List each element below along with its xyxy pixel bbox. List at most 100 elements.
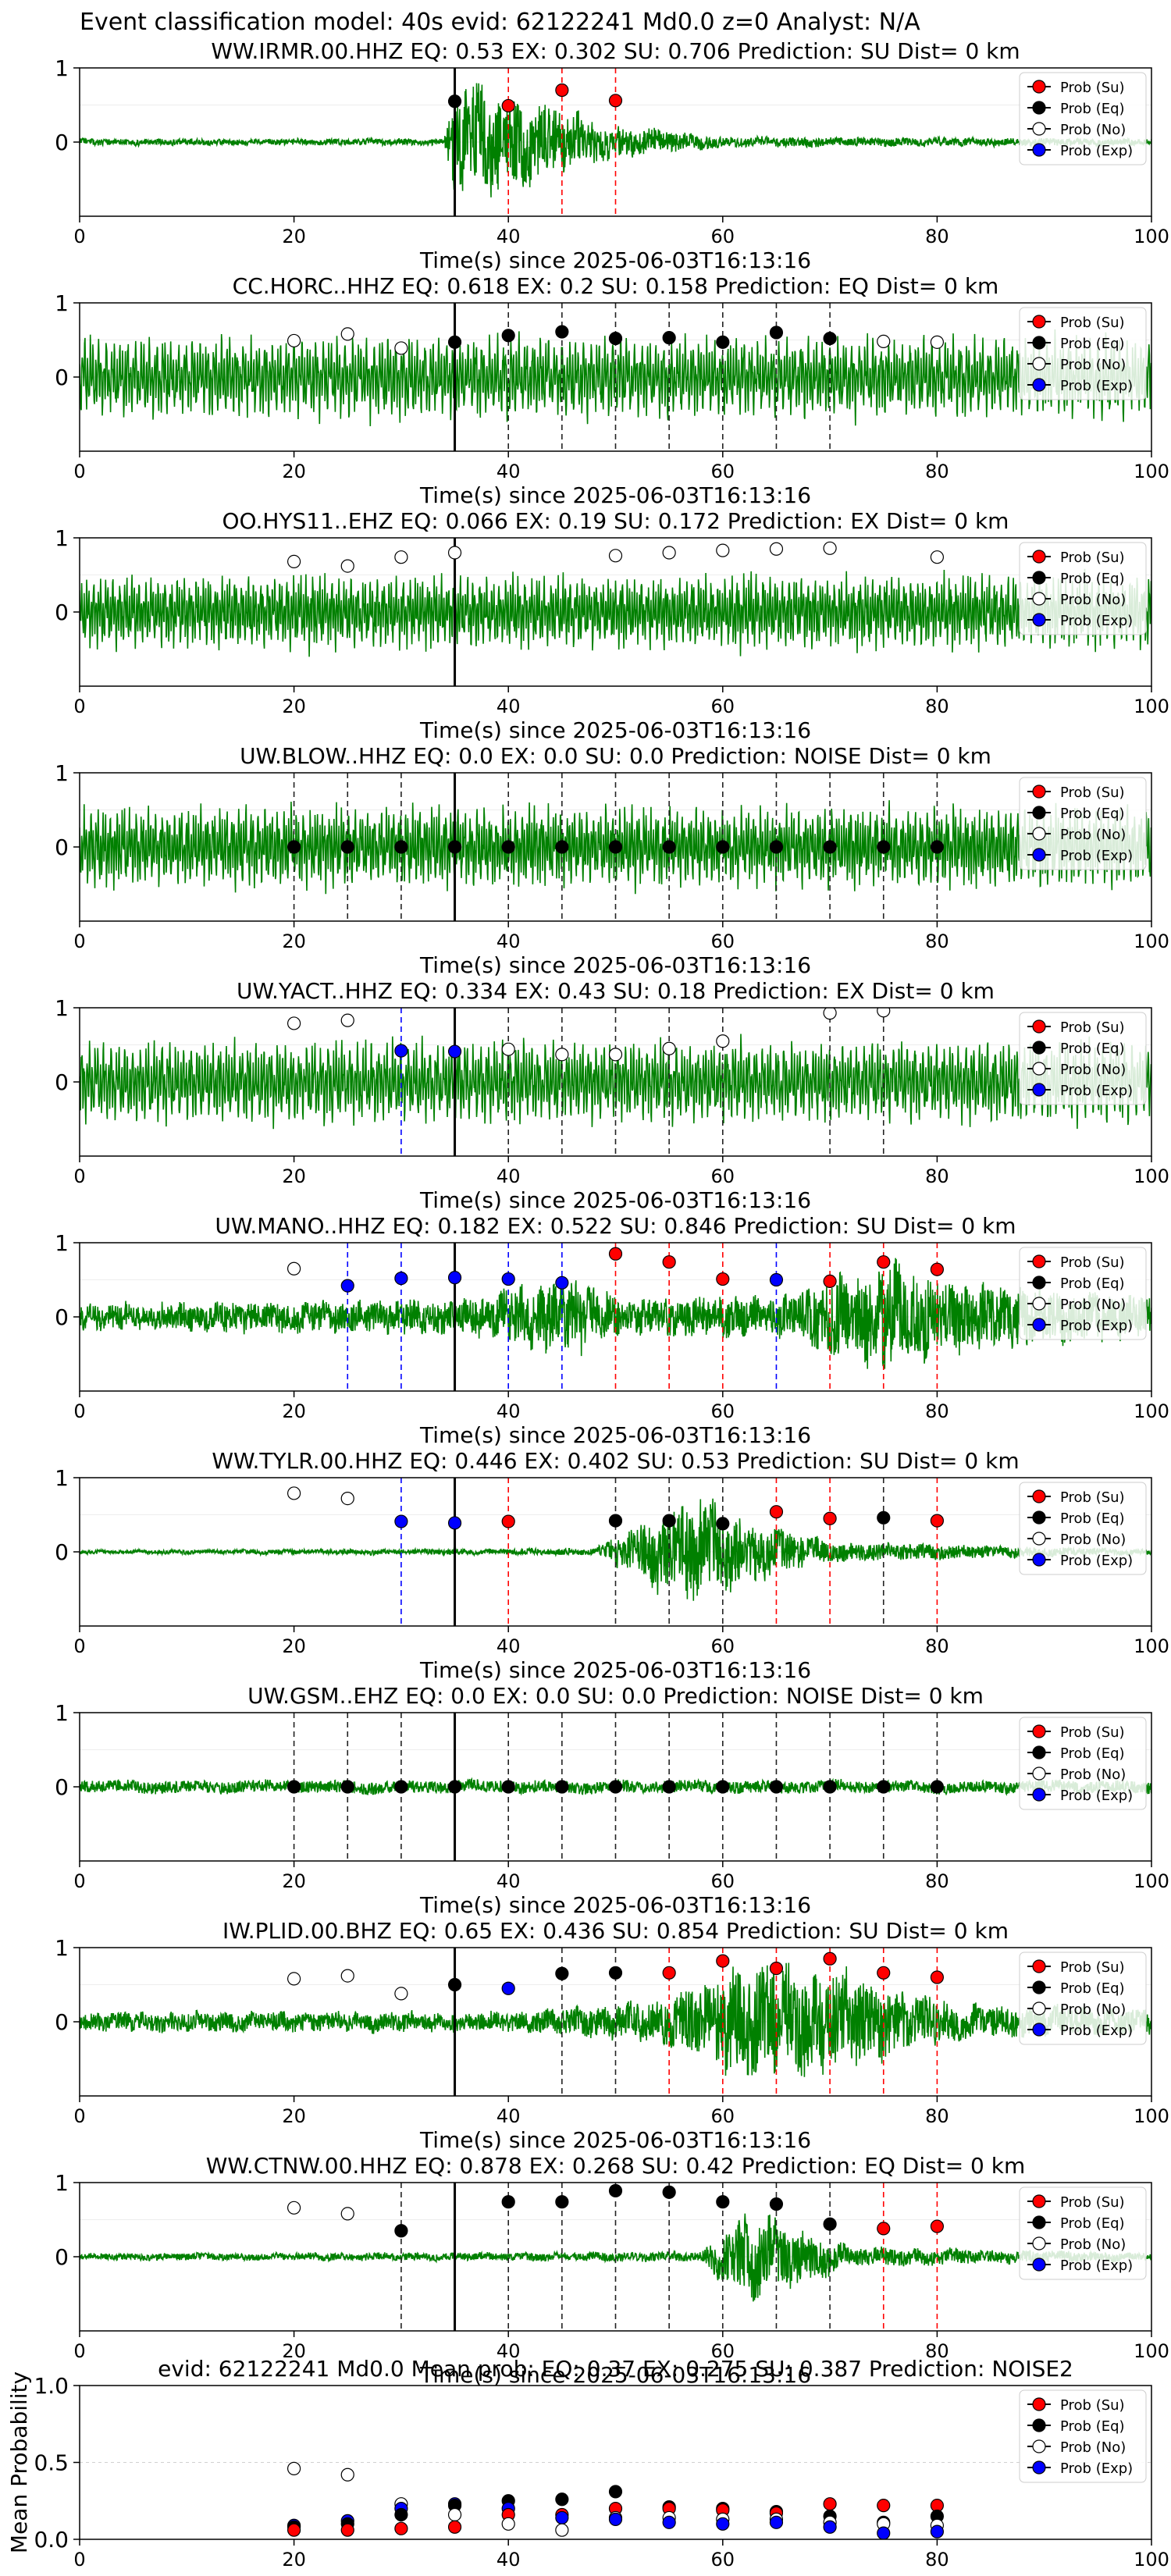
point-prob-eq [394, 2507, 408, 2522]
point-prob-eq [447, 1780, 462, 1794]
legend: Prob (Su) Prob (Eq) Prob (No) Prob (Exp) [1019, 1482, 1147, 1575]
x-tick-label: 0 [73, 1400, 85, 1422]
legend-box [1019, 1952, 1147, 2045]
y-tick-label: 1 [55, 1935, 69, 1961]
point-prob-no [501, 2517, 515, 2531]
legend-box [1019, 307, 1147, 400]
legend-marker-eq [1032, 1041, 1046, 1055]
legend-marker-no [1032, 2236, 1046, 2250]
x-tick-label: 80 [925, 461, 949, 482]
legend-marker-su [1032, 785, 1046, 799]
panel-title: UW.MANO..HHZ EQ: 0.182 EX: 0.522 SU: 0.8… [215, 1213, 1016, 1239]
point-prob-eq [769, 2197, 784, 2211]
point-prob-no [662, 1041, 676, 1055]
legend: Prob (Su) Prob (Eq) Prob (No) Prob (Exp) [1019, 777, 1147, 870]
legend: Prob (Su) Prob (Eq) Prob (No) Prob (Exp) [1019, 1247, 1147, 1340]
x-tick-label: 60 [711, 461, 735, 482]
legend-label: Prob (No) [1060, 2439, 1126, 2456]
x-axis-label: Time(s) since 2025-06-03T16:13:16 [419, 2362, 811, 2388]
legend-label: Prob (Eq) [1060, 1745, 1125, 1762]
point-prob-su [877, 1255, 891, 1269]
point-prob-exp [447, 1271, 462, 1285]
panel-11: evid: 62122241 Md0.0 Mean prob: EQ: 0.37… [6, 2356, 1169, 2571]
point-prob-no [447, 2507, 462, 2522]
point-prob-no [340, 327, 354, 341]
y-tick-label: 0 [55, 2244, 69, 2270]
point-prob-no [340, 559, 354, 573]
legend-label: Prob (Su) [1060, 785, 1125, 801]
point-prob-eq [716, 1517, 730, 1531]
point-prob-exp [877, 2526, 891, 2539]
point-prob-eq [877, 840, 891, 854]
x-tick-label: 60 [711, 2340, 735, 2362]
legend-box [1019, 1247, 1147, 1340]
legend-marker-su [1032, 1959, 1046, 1973]
point-prob-no [287, 1261, 301, 1276]
x-tick-label: 100 [1134, 226, 1169, 247]
point-prob-eq [930, 840, 945, 854]
legend-marker-su [1032, 550, 1046, 564]
point-prob-eq [930, 1780, 945, 1794]
legend-label: Prob (Su) [1060, 1959, 1125, 1976]
legend-marker-no [1032, 1062, 1046, 1076]
panels: WW.IRMR.00.HHZ EQ: 0.53 EX: 0.302 SU: 0.… [6, 38, 1169, 2571]
point-prob-eq [501, 1780, 515, 1794]
x-tick-label: 60 [711, 930, 735, 952]
x-tick-label: 20 [282, 2549, 306, 2571]
panel-2: CC.HORC..HHZ EQ: 0.618 EX: 0.2 SU: 0.158… [55, 273, 1169, 508]
legend-label: Prob (No) [1060, 827, 1126, 843]
x-tick-label: 20 [282, 1165, 306, 1187]
point-prob-eq [501, 2195, 515, 2209]
panel-title: WW.IRMR.00.HHZ EQ: 0.53 EX: 0.302 SU: 0.… [211, 38, 1020, 64]
figure-title: Event classification model: 40s evid: 62… [80, 9, 920, 36]
point-prob-exp [394, 1271, 408, 1286]
y-axis-label: Mean Probability [6, 2371, 32, 2553]
x-tick-label: 0 [73, 1635, 85, 1657]
x-tick-label: 20 [282, 1400, 306, 1422]
panel-title: evid: 62122241 Md0.0 Mean prob: EQ: 0.37… [158, 2356, 1073, 2382]
point-prob-eq [662, 840, 676, 854]
x-tick-label: 100 [1134, 461, 1169, 482]
point-prob-su [447, 2520, 462, 2534]
x-tick-label: 40 [497, 2105, 521, 2127]
legend-label: Prob (Su) [1060, 1019, 1125, 1036]
point-prob-eq [662, 1514, 676, 1528]
x-tick-label: 100 [1134, 1870, 1169, 1892]
panel-9: IW.PLID.00.BHZ EQ: 0.65 EX: 0.436 SU: 0.… [55, 1918, 1169, 2153]
x-tick-label: 40 [497, 226, 521, 247]
point-prob-su [930, 2219, 945, 2233]
legend-label: Prob (Exp) [1060, 2460, 1133, 2477]
point-prob-exp [769, 1272, 784, 1287]
x-axis-label: Time(s) since 2025-06-03T16:13:16 [419, 482, 811, 508]
point-prob-exp [930, 2524, 945, 2539]
legend-label: Prob (Exp) [1060, 1553, 1133, 1569]
legend-marker-su [1032, 80, 1046, 94]
point-prob-no [394, 550, 408, 564]
legend-marker-su [1032, 2194, 1046, 2208]
legend-box [1019, 1482, 1147, 1575]
point-prob-exp [769, 2515, 784, 2529]
panel-10: WW.CTNW.00.HHZ EQ: 0.878 EX: 0.268 SU: 0… [55, 2153, 1169, 2388]
legend-marker-exp [1032, 1083, 1046, 1097]
point-prob-eq [447, 335, 462, 349]
legend-marker-eq [1032, 101, 1046, 115]
point-prob-su [769, 1505, 784, 1519]
legend-marker-su [1032, 315, 1046, 329]
x-tick-label: 0 [73, 226, 85, 247]
point-prob-eq [394, 1780, 408, 1794]
point-prob-no [930, 335, 945, 349]
point-prob-no [340, 2467, 354, 2482]
y-tick-label: 0.5 [34, 2450, 69, 2476]
point-prob-no [340, 1491, 354, 1506]
panel-title: CC.HORC..HHZ EQ: 0.618 EX: 0.2 SU: 0.158… [233, 273, 999, 299]
x-tick-label: 100 [1134, 1635, 1169, 1657]
x-tick-label: 100 [1134, 696, 1169, 717]
legend-label: Prob (No) [1060, 592, 1126, 608]
y-tick-label: 1 [55, 2170, 69, 2196]
x-tick-label: 40 [497, 1400, 521, 1422]
y-tick-label: 0 [55, 834, 69, 860]
x-tick-label: 100 [1134, 2340, 1169, 2362]
legend-marker-eq [1032, 571, 1046, 585]
legend-label: Prob (No) [1060, 1532, 1126, 1548]
legend: Prob (Su) Prob (Eq) Prob (No) Prob (Exp) [1019, 2186, 1147, 2280]
